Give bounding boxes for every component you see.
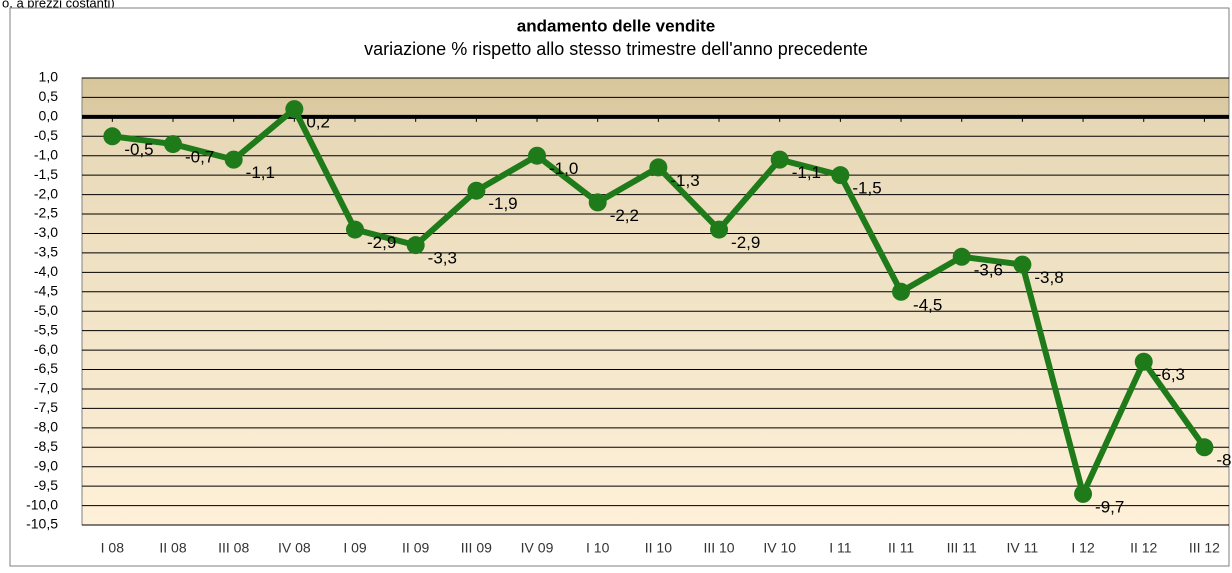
data-label: -0,5 bbox=[124, 140, 153, 159]
data-label: -2,9 bbox=[367, 233, 396, 252]
x-tick-label: II 08 bbox=[159, 540, 186, 556]
x-tick-label: I 10 bbox=[586, 540, 610, 556]
marker bbox=[588, 193, 607, 212]
x-tick-label: II 11 bbox=[888, 540, 914, 556]
marker bbox=[467, 181, 486, 200]
marker bbox=[1195, 438, 1214, 457]
y-tick-label: -9,0 bbox=[34, 457, 58, 473]
marker bbox=[346, 220, 365, 239]
y-tick-label: -6,5 bbox=[34, 360, 58, 376]
y-tick-label: -10,5 bbox=[26, 516, 58, 532]
y-tick-label: -5,5 bbox=[34, 321, 58, 337]
data-label: -2,9 bbox=[731, 233, 760, 252]
y-tick-label: -2,0 bbox=[34, 185, 58, 201]
x-tick-label: III 08 bbox=[218, 540, 249, 556]
data-label: -9,7 bbox=[1095, 497, 1124, 516]
marker bbox=[649, 158, 668, 177]
data-label: -1,1 bbox=[246, 163, 275, 182]
data-label: -4,5 bbox=[913, 295, 942, 314]
x-tick-label: IV 11 bbox=[1007, 540, 1039, 556]
x-tick-label: II 10 bbox=[645, 540, 672, 556]
data-label: -6,3 bbox=[1156, 365, 1185, 384]
data-label: -8,5 bbox=[1216, 451, 1232, 470]
data-label: -1,9 bbox=[488, 194, 517, 213]
marker bbox=[1074, 484, 1093, 503]
x-tick-label: III 10 bbox=[703, 540, 734, 556]
marker bbox=[164, 135, 183, 154]
data-label: -3,6 bbox=[974, 260, 1003, 279]
data-label: -1,3 bbox=[670, 171, 699, 190]
marker bbox=[1013, 255, 1032, 274]
y-tick-label: 0,0 bbox=[39, 108, 59, 124]
x-tick-label: IV 08 bbox=[278, 540, 311, 556]
y-tick-label: -9,5 bbox=[34, 477, 58, 493]
y-tick-label: -4,5 bbox=[34, 282, 58, 298]
y-tick-label: -8,5 bbox=[34, 438, 58, 454]
marker bbox=[1134, 352, 1153, 371]
y-tick-label: -2,5 bbox=[34, 205, 58, 221]
y-tick-label: -4,0 bbox=[34, 263, 58, 279]
plot-area bbox=[81, 77, 1230, 526]
marker bbox=[952, 247, 971, 266]
x-tick-label: I 09 bbox=[343, 540, 367, 556]
data-label: -0,7 bbox=[185, 148, 214, 167]
x-tick-label: III 11 bbox=[947, 540, 977, 556]
marker bbox=[103, 127, 122, 146]
y-tick-label: -0,5 bbox=[34, 127, 58, 143]
y-tick-label: 0,5 bbox=[39, 88, 59, 104]
caption: o, a prezzi costanti) bbox=[2, 0, 115, 10]
data-label: -1,1 bbox=[792, 163, 821, 182]
x-tick-label: IV 09 bbox=[521, 540, 554, 556]
data-label: -1,0 bbox=[549, 159, 578, 178]
x-tick-label: I 12 bbox=[1071, 540, 1095, 556]
x-tick-label: IV 10 bbox=[763, 540, 796, 556]
x-tick-label: I 08 bbox=[101, 540, 125, 556]
y-tick-label: -7,5 bbox=[34, 399, 58, 415]
y-tick-label: 1,0 bbox=[39, 69, 59, 85]
x-tick-label: III 12 bbox=[1189, 540, 1220, 556]
x-tick-label: III 09 bbox=[461, 540, 492, 556]
marker bbox=[831, 166, 850, 185]
y-tick-label: -10,0 bbox=[26, 496, 58, 512]
marker bbox=[710, 220, 729, 239]
y-tick-label: -1,5 bbox=[34, 166, 58, 182]
marker bbox=[406, 236, 425, 255]
data-label: -3,3 bbox=[428, 249, 457, 268]
chart-subtitle: variazione % rispetto allo stesso trimes… bbox=[364, 39, 868, 59]
y-tick-label: -7,0 bbox=[34, 380, 58, 396]
x-tick-label: I 11 bbox=[829, 540, 852, 556]
data-label: -2,2 bbox=[610, 206, 639, 225]
data-label: 0,2 bbox=[306, 113, 330, 132]
marker bbox=[285, 100, 304, 119]
chart-title: andamento delle vendite bbox=[517, 16, 715, 35]
marker bbox=[224, 150, 243, 169]
y-tick-label: -3,5 bbox=[34, 244, 58, 260]
data-label: -3,8 bbox=[1034, 268, 1063, 287]
y-tick-label: -3,0 bbox=[34, 224, 58, 240]
marker bbox=[528, 146, 547, 165]
y-tick-label: -6,0 bbox=[34, 341, 58, 357]
y-tick-label: -8,0 bbox=[34, 419, 58, 435]
x-tick-label: II 09 bbox=[402, 540, 429, 556]
marker bbox=[892, 282, 911, 301]
y-tick-label: -5,0 bbox=[34, 302, 58, 318]
marker bbox=[770, 150, 789, 169]
y-tick-label: -1,0 bbox=[34, 146, 58, 162]
data-label: -1,5 bbox=[852, 179, 881, 198]
x-tick-label: II 12 bbox=[1130, 540, 1157, 556]
